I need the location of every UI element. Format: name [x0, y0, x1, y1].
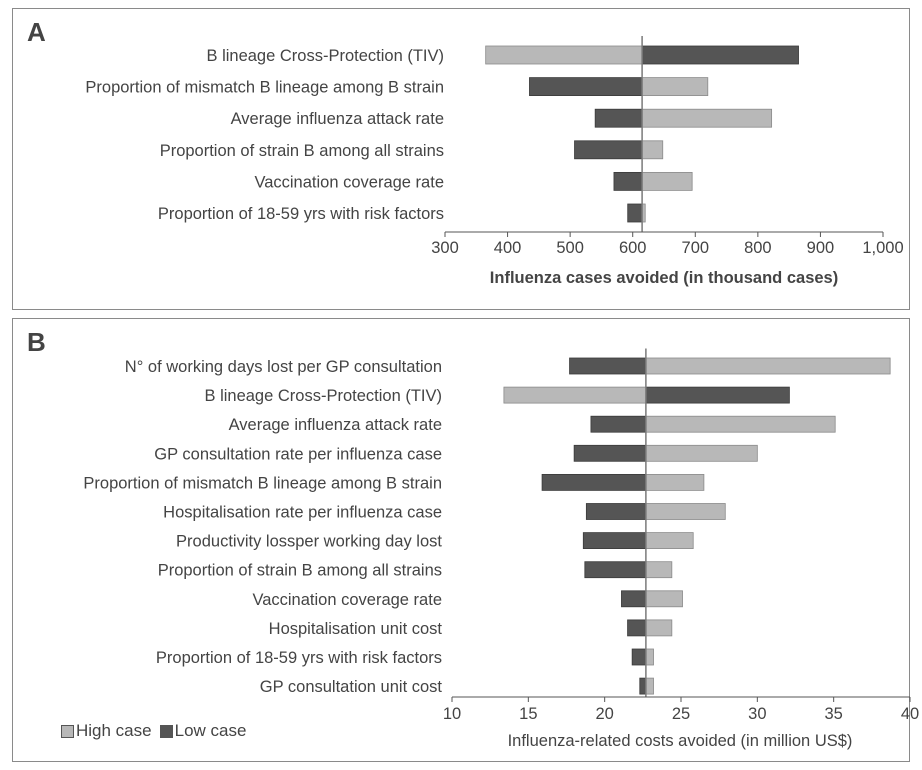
category-label-b-0: N° of working days lost per GP consultat…: [125, 358, 442, 376]
x-tick-label-a-5: 800: [744, 239, 772, 257]
bar-a-high-4: [641, 171, 693, 191]
bar-b-high-8: [645, 590, 683, 608]
category-label-b-11: GP consultation unit cost: [260, 678, 443, 696]
bar-a-low-1: [529, 77, 643, 96]
x-tick-label-a-1: 400: [494, 239, 522, 257]
category-label-b-3: GP consultation rate per influenza case: [154, 445, 442, 463]
bar-b-low-10: [631, 648, 647, 666]
panel-b-letter: B: [27, 327, 46, 357]
bar-b-low-11: [639, 677, 647, 695]
category-label-b-4: Proportion of mismatch B lineage among B…: [83, 474, 442, 492]
legend-item-high: High case: [61, 721, 152, 741]
bar-b-low-8: [621, 590, 647, 608]
x-tick-label-a-4: 700: [682, 239, 710, 257]
legend-label-low: Low case: [174, 721, 247, 740]
x-tick-label-a-6: 900: [807, 239, 835, 257]
bar-b-high-0: [645, 357, 891, 375]
bar-b-high-4: [645, 473, 705, 491]
category-label-b-2: Average influenza attack rate: [229, 416, 442, 434]
category-label-a-4: Vaccination coverage rate: [254, 173, 444, 191]
bar-a-low-2: [594, 108, 643, 128]
x-tick-label-a-2: 500: [556, 239, 584, 257]
bar-b-low-4: [541, 473, 647, 491]
x-axis-title-b: Influenza-related costs avoided (in mill…: [508, 732, 853, 750]
category-label-b-9: Hospitalisation unit cost: [269, 620, 443, 638]
bar-b-low-0: [569, 357, 647, 375]
category-label-b-1: B lineage Cross-Protection (TIV): [204, 387, 442, 405]
x-tick-label-b-5: 35: [824, 705, 842, 723]
bar-b-high-6: [645, 532, 694, 549]
legend-swatch-high: [61, 724, 74, 738]
category-label-a-1: Proportion of mismatch B lineage among B…: [85, 79, 444, 97]
bar-a-low-3: [574, 140, 643, 160]
x-tick-label-b-4: 30: [748, 705, 766, 723]
x-tick-label-b-2: 20: [595, 705, 613, 723]
bar-b-low-1: [645, 386, 790, 404]
x-tick-label-b-6: 40: [901, 705, 919, 723]
legend: High case Low case: [61, 721, 246, 741]
legend-swatch-low: [159, 724, 173, 738]
x-tick-label-b-0: 10: [443, 705, 461, 723]
bar-b-low-9: [627, 619, 647, 637]
x-tick-label-b-1: 15: [519, 705, 537, 723]
bar-b-high-3: [645, 444, 758, 462]
legend-item-low: Low case: [159, 721, 247, 741]
category-label-a-0: B lineage Cross-Protection (TIV): [206, 47, 444, 65]
bar-b-low-3: [573, 444, 647, 462]
category-label-b-5: Hospitalisation rate per influenza case: [163, 504, 442, 522]
bar-b-high-10: [645, 648, 654, 666]
bar-b-high-5: [645, 503, 726, 520]
bar-a-low-5: [627, 203, 643, 223]
category-label-a-2: Average influenza attack rate: [231, 110, 444, 128]
bar-a-low-4: [613, 171, 643, 191]
bar-b-high-9: [645, 619, 673, 637]
panel-a-letter: A: [27, 17, 46, 47]
bar-b-low-6: [582, 532, 647, 549]
legend-label-high: High case: [76, 721, 152, 740]
x-tick-label-a-0: 300: [431, 239, 459, 257]
bar-a-high-2: [641, 108, 773, 128]
bar-b-high-7: [645, 561, 673, 579]
bar-a-high-3: [641, 140, 664, 160]
bar-a-low-0: [641, 45, 799, 65]
category-label-b-8: Vaccination coverage rate: [252, 591, 442, 609]
bar-a-high-1: [641, 77, 709, 96]
category-label-a-3: Proportion of strain B among all strains: [160, 142, 444, 160]
bar-a-high-0: [485, 45, 643, 65]
x-tick-label-b-3: 25: [672, 705, 690, 723]
x-tick-label-a-3: 600: [619, 239, 647, 257]
bar-b-high-11: [645, 677, 654, 695]
category-label-b-10: Proportion of 18-59 yrs with risk factor…: [156, 649, 442, 667]
bar-b-high-1: [503, 386, 647, 404]
bar-b-low-7: [584, 561, 647, 579]
x-tick-label-a-7: 1,000: [862, 239, 903, 257]
category-label-b-7: Proportion of strain B among all strains: [158, 562, 442, 580]
bar-b-low-5: [585, 503, 647, 520]
category-label-a-5: Proportion of 18-59 yrs with risk factor…: [158, 205, 444, 223]
bar-b-high-2: [645, 415, 836, 433]
bar-b-low-2: [590, 415, 647, 433]
category-label-b-6: Productivity lossper working day lost: [176, 533, 442, 551]
x-axis-title-a: Influenza cases avoided (in thousand cas…: [490, 269, 838, 287]
